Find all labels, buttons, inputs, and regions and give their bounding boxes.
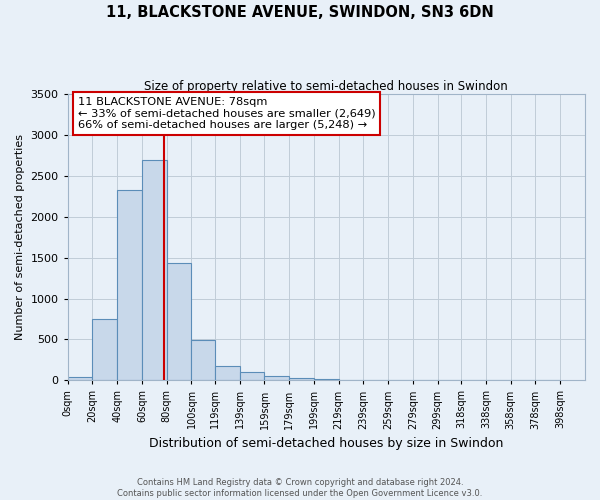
Text: 11, BLACKSTONE AVENUE, SWINDON, SN3 6DN: 11, BLACKSTONE AVENUE, SWINDON, SN3 6DN	[106, 5, 494, 20]
Bar	[68, 377, 92, 380]
Bar	[265, 376, 289, 380]
Bar	[240, 372, 265, 380]
Bar	[289, 378, 314, 380]
Bar	[215, 366, 240, 380]
Bar	[117, 190, 142, 380]
Title: Size of property relative to semi-detached houses in Swindon: Size of property relative to semi-detach…	[145, 80, 508, 93]
Bar	[92, 319, 117, 380]
Bar	[142, 160, 167, 380]
Text: Contains HM Land Registry data © Crown copyright and database right 2024.
Contai: Contains HM Land Registry data © Crown c…	[118, 478, 482, 498]
Text: 11 BLACKSTONE AVENUE: 78sqm
← 33% of semi-detached houses are smaller (2,649)
66: 11 BLACKSTONE AVENUE: 78sqm ← 33% of sem…	[78, 97, 376, 130]
Bar	[191, 340, 215, 380]
Bar	[167, 264, 191, 380]
X-axis label: Distribution of semi-detached houses by size in Swindon: Distribution of semi-detached houses by …	[149, 437, 503, 450]
Y-axis label: Number of semi-detached properties: Number of semi-detached properties	[15, 134, 25, 340]
